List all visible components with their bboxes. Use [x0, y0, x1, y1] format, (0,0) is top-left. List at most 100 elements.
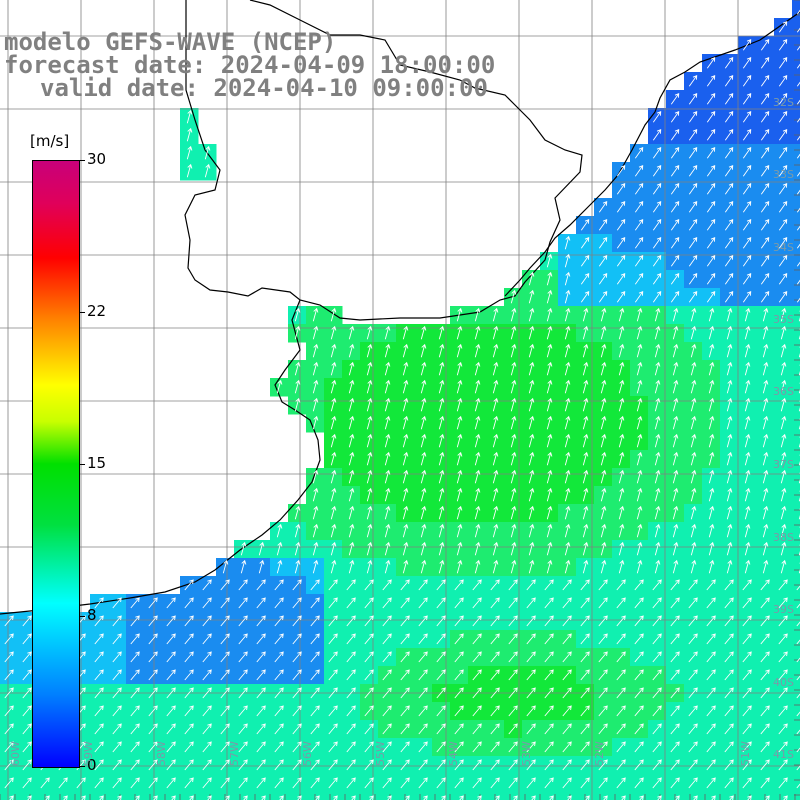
wind-arrow [4, 687, 14, 699]
longitude-label: 52W [593, 741, 606, 766]
wind-arrow [598, 759, 608, 771]
wind-arrow [4, 669, 14, 681]
wind-arrow [94, 759, 104, 771]
wind-arrow [490, 633, 500, 645]
wind-arrow [148, 705, 158, 717]
wind-arrow [652, 237, 662, 249]
wind-arrow [384, 523, 391, 538]
wind-arrow [346, 615, 356, 627]
wind-arrow [672, 397, 679, 412]
wind-arrow [760, 237, 770, 249]
wind-arrow [474, 541, 481, 556]
wind-arrow [636, 397, 643, 412]
wind-arrow [220, 615, 230, 627]
wind-arrow [654, 451, 661, 466]
wind-arrow [652, 705, 662, 717]
wind-arrow [328, 687, 338, 699]
wind-arrow [688, 723, 698, 735]
wind-arrow [670, 291, 680, 303]
wind-arrow [582, 505, 589, 520]
wind-arrow [724, 291, 734, 303]
wind-arrow [94, 669, 104, 681]
wind-arrow [616, 237, 626, 249]
wind-arrow [652, 687, 662, 699]
wind-arrow [688, 705, 698, 717]
wind-arrow [652, 777, 662, 789]
wind-speed-cell [54, 792, 73, 800]
wind-arrow [184, 723, 194, 735]
wind-arrow [312, 379, 319, 394]
wind-arrow [94, 777, 104, 789]
wind-arrow [418, 669, 428, 681]
wind-arrow [526, 597, 536, 609]
wind-arrow [256, 579, 266, 591]
wind-arrow [706, 759, 716, 771]
wind-arrow [762, 487, 769, 502]
wind-speed-cell [180, 792, 199, 800]
wind-arrow [778, 165, 788, 177]
wind-arrow [202, 669, 212, 681]
wind-arrow [618, 451, 625, 466]
wind-arrow [166, 687, 176, 699]
wind-arrow [585, 795, 590, 800]
wind-arrow [796, 297, 800, 303]
wind-arrow [364, 597, 374, 609]
wind-arrow [328, 741, 338, 753]
wind-arrow [474, 469, 481, 484]
wind-arrow [634, 237, 644, 249]
wind-arrow [438, 559, 445, 574]
wind-arrow [490, 741, 500, 753]
wind-arrow [706, 273, 716, 285]
wind-arrow [276, 559, 283, 574]
wind-arrow [564, 415, 571, 430]
wind-arrow [564, 361, 571, 376]
wind-arrow [652, 201, 662, 213]
wind-arrow [742, 201, 752, 213]
wind-arrow [688, 741, 698, 753]
wind-arrow [492, 487, 499, 502]
wind-arrow [472, 741, 482, 753]
wind-arrow [742, 741, 752, 753]
wind-arrow [276, 541, 283, 556]
wind-arrow [796, 45, 800, 51]
wind-arrow [418, 579, 428, 591]
wind-arrow [634, 723, 644, 735]
wind-speed-cell [90, 792, 109, 800]
wind-arrow [184, 777, 194, 789]
wind-arrow [796, 99, 800, 105]
wind-arrow [742, 615, 752, 627]
wind-arrow [652, 291, 662, 303]
wind-arrow [384, 433, 391, 448]
wind-arrow [744, 379, 751, 394]
wind-arrow [724, 273, 734, 285]
wind-arrow [526, 777, 536, 789]
wind-arrow [222, 559, 229, 574]
wind-speed-cell [774, 792, 793, 800]
wind-arrow [328, 723, 338, 735]
wind-arrow [796, 153, 800, 159]
wind-arrow [582, 307, 589, 322]
wind-arrow [654, 343, 661, 358]
wind-arrow [351, 795, 356, 800]
wind-speed-cell [594, 792, 613, 800]
wind-arrow [202, 759, 212, 771]
wind-arrow [796, 9, 800, 15]
wind-arrow [148, 633, 158, 645]
wind-arrow [94, 597, 104, 609]
wind-arrow [292, 759, 302, 771]
wind-arrow [618, 397, 625, 412]
wind-arrow [580, 705, 590, 717]
wind-arrow [312, 523, 319, 538]
wind-speed-cell [342, 792, 361, 800]
wind-speed-cell [252, 792, 271, 800]
wind-arrow [760, 597, 770, 609]
colorbar-label: 0 [87, 756, 97, 774]
wind-speed-cell [792, 738, 800, 757]
wind-arrow [328, 633, 338, 645]
wind-speed-cell [792, 270, 800, 289]
wind-arrow [706, 201, 716, 213]
wind-arrow [382, 687, 392, 699]
wind-arrow [670, 615, 680, 627]
